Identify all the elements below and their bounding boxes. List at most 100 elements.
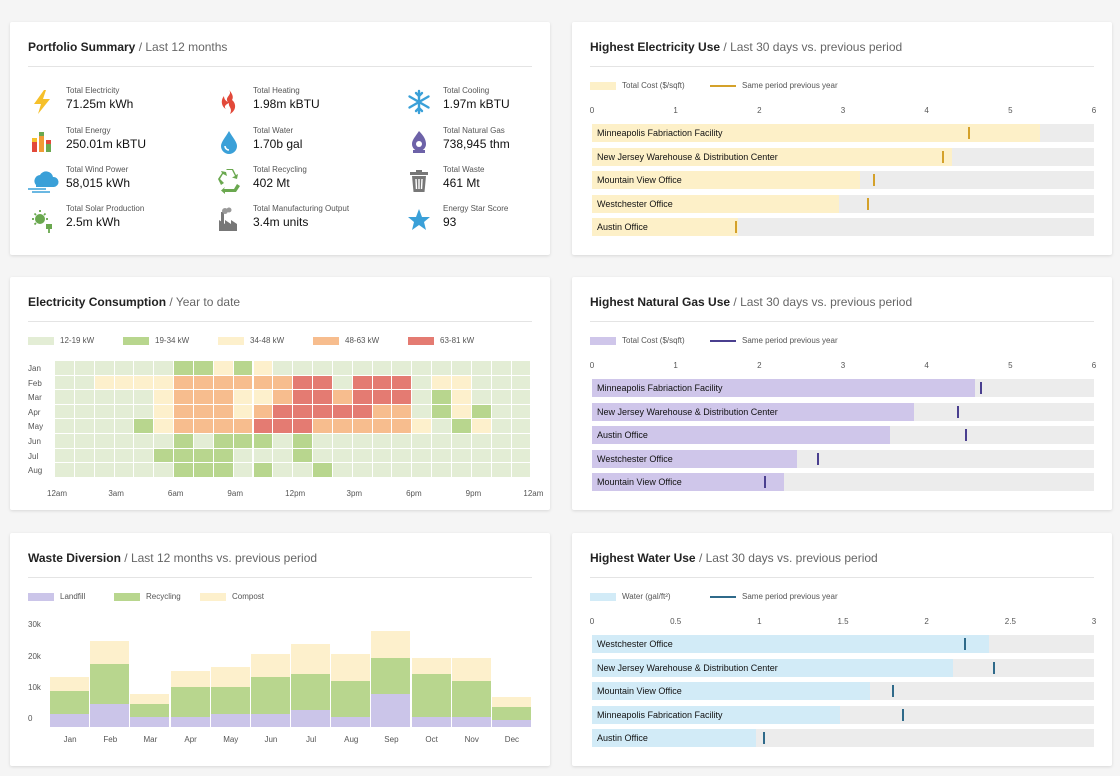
heatmap-cell[interactable] <box>174 419 193 433</box>
heatmap-cell[interactable] <box>134 361 154 375</box>
heatmap-cell[interactable] <box>55 404 74 419</box>
heatmap-cell[interactable] <box>352 419 372 433</box>
heatmap-cell[interactable] <box>273 419 293 433</box>
heatmap-cell[interactable] <box>134 448 154 463</box>
heatmap-cell[interactable] <box>471 361 491 375</box>
heatmap-cell[interactable] <box>313 448 332 463</box>
heatmap-cell[interactable] <box>471 375 491 390</box>
heatmap-cell[interactable] <box>273 463 293 477</box>
heatmap-cell[interactable] <box>74 419 94 433</box>
heatmap-cell[interactable] <box>392 463 412 477</box>
bar-segment-landfill[interactable] <box>491 720 531 727</box>
heatmap-cell[interactable] <box>253 404 273 419</box>
heatmap-cell[interactable] <box>471 404 491 419</box>
bar-segment-landfill[interactable] <box>371 693 411 727</box>
heatmap-cell[interactable] <box>313 404 332 419</box>
heatmap-cell[interactable] <box>412 390 432 404</box>
bar-segment-compost[interactable] <box>331 654 371 681</box>
heatmap-cell[interactable] <box>491 419 511 433</box>
heatmap-cell[interactable] <box>114 419 134 433</box>
heatmap-cell[interactable] <box>332 448 352 463</box>
bar-row[interactable]: Austin Office <box>592 729 1094 747</box>
heatmap-cell[interactable] <box>213 448 233 463</box>
heatmap-cell[interactable] <box>511 390 531 404</box>
heatmap-cell[interactable] <box>174 361 193 375</box>
bar-segment-landfill[interactable] <box>130 717 170 727</box>
heatmap-cell[interactable] <box>193 375 213 390</box>
bar-segment-compost[interactable] <box>90 641 130 665</box>
heatmap-cell[interactable] <box>372 463 392 477</box>
bar-segment-landfill[interactable] <box>170 717 210 727</box>
heatmap-cell[interactable] <box>55 463 74 477</box>
bar-segment-compost[interactable] <box>451 657 491 681</box>
heatmap-cell[interactable] <box>313 375 332 390</box>
heatmap-cell[interactable] <box>313 463 332 477</box>
heatmap-cell[interactable] <box>134 463 154 477</box>
heatmap-cell[interactable] <box>293 361 313 375</box>
bar-segment-compost[interactable] <box>491 697 531 708</box>
heatmap-cell[interactable] <box>114 375 134 390</box>
heatmap-cell[interactable] <box>293 404 313 419</box>
heatmap-cell[interactable] <box>273 375 293 390</box>
heatmap-cell[interactable] <box>372 434 392 448</box>
bar-segment-recycling[interactable] <box>170 687 210 718</box>
heatmap-cell[interactable] <box>154 463 174 477</box>
heatmap-cell[interactable] <box>134 419 154 433</box>
heatmap-cell[interactable] <box>174 434 193 448</box>
heatmap-cell[interactable] <box>94 390 114 404</box>
heatmap-cell[interactable] <box>114 404 134 419</box>
heatmap-cell[interactable] <box>432 361 451 375</box>
heatmap-cell[interactable] <box>412 448 432 463</box>
heatmap-cell[interactable] <box>452 448 471 463</box>
heatmap-cell[interactable] <box>471 390 491 404</box>
bar-segment-compost[interactable] <box>291 644 331 675</box>
heatmap-cell[interactable] <box>134 404 154 419</box>
heatmap-cell[interactable] <box>134 434 154 448</box>
heatmap-cell[interactable] <box>452 361 471 375</box>
heatmap-cell[interactable] <box>352 361 372 375</box>
bar-segment-recycling[interactable] <box>90 664 130 704</box>
heatmap-cell[interactable] <box>174 463 193 477</box>
heatmap-cell[interactable] <box>55 434 74 448</box>
heatmap-cell[interactable] <box>293 463 313 477</box>
heatmap-cell[interactable] <box>332 419 352 433</box>
heatmap-cell[interactable] <box>253 375 273 390</box>
heatmap-cell[interactable] <box>313 419 332 433</box>
bar-segment-compost[interactable] <box>371 631 411 658</box>
heatmap-cell[interactable] <box>154 361 174 375</box>
heatmap-cell[interactable] <box>412 419 432 433</box>
heatmap-cell[interactable] <box>491 390 511 404</box>
heatmap-cell[interactable] <box>352 463 372 477</box>
heatmap-cell[interactable] <box>293 390 313 404</box>
bar-row[interactable]: Westchester Office <box>592 449 1094 468</box>
heatmap-cell[interactable] <box>372 390 392 404</box>
heatmap-cell[interactable] <box>432 404 451 419</box>
heatmap-cell[interactable] <box>392 419 412 433</box>
heatmap-cell[interactable] <box>372 448 392 463</box>
bar-segment-recycling[interactable] <box>451 680 491 718</box>
bar-row[interactable]: Minneapolis Fabriaction Facility <box>592 124 1094 142</box>
heatmap-cell[interactable] <box>213 390 233 404</box>
heatmap-cell[interactable] <box>233 419 253 433</box>
heatmap-cell[interactable] <box>412 463 432 477</box>
heatmap-cell[interactable] <box>233 448 253 463</box>
heatmap-cell[interactable] <box>193 390 213 404</box>
bar-row[interactable]: Mountain View Office <box>592 682 1094 700</box>
heatmap-cell[interactable] <box>55 448 74 463</box>
heatmap-cell[interactable] <box>273 404 293 419</box>
heatmap-cell[interactable] <box>412 404 432 419</box>
heatmap-cell[interactable] <box>94 434 114 448</box>
heatmap-cell[interactable] <box>213 434 233 448</box>
heatmap-cell[interactable] <box>511 434 531 448</box>
bar-row[interactable]: New Jersey Warehouse & Distribution Cent… <box>592 147 1094 166</box>
heatmap-cell[interactable] <box>432 419 451 433</box>
heatmap-cell[interactable] <box>392 375 412 390</box>
heatmap-cell[interactable] <box>332 463 352 477</box>
heatmap-cell[interactable] <box>332 404 352 419</box>
heatmap-cell[interactable] <box>511 361 531 375</box>
heatmap-cell[interactable] <box>174 404 193 419</box>
bar-segment-compost[interactable] <box>250 654 290 678</box>
heatmap-cell[interactable] <box>74 463 94 477</box>
heatmap-cell[interactable] <box>273 361 293 375</box>
heatmap-cell[interactable] <box>233 404 253 419</box>
